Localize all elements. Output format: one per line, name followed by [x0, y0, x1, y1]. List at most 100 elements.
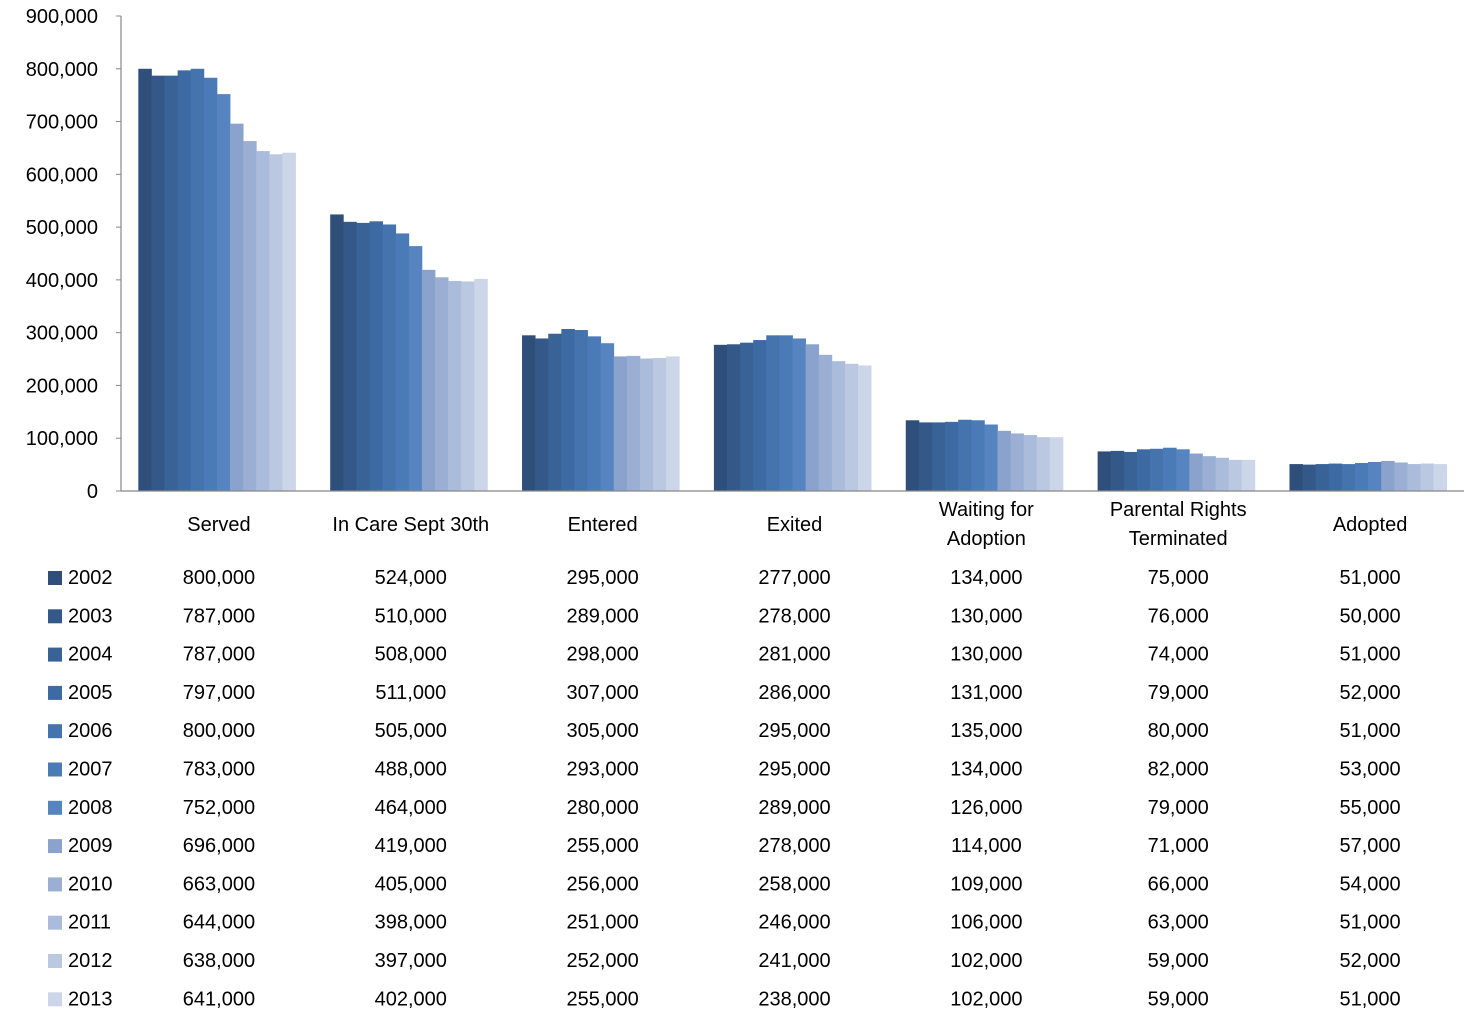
bar-2009 [997, 430, 1011, 491]
legend-label: 2011 [68, 912, 111, 934]
data-label: 278,000 [758, 835, 830, 857]
bar-2004 [1315, 464, 1330, 491]
legend-swatch [48, 647, 62, 662]
data-label: 246,000 [758, 912, 830, 934]
bar-2004 [740, 342, 754, 491]
y-tick-label: 600,000 [26, 164, 98, 186]
data-label: 293,000 [566, 759, 638, 781]
bar-2007 [1354, 463, 1369, 491]
table-row: 2007 783,000 488,000 293,000 295,000 134,000 8… [48, 759, 1401, 781]
bar-2012 [1228, 459, 1243, 491]
legend-label: 2004 [68, 644, 113, 666]
data-label: 298,000 [566, 644, 638, 666]
data-label: 305,000 [566, 720, 638, 742]
bar-2007 [971, 420, 985, 491]
bar-2009 [805, 344, 820, 491]
bar-2002 [522, 335, 536, 491]
data-label: 51,000 [1339, 988, 1400, 1010]
bar-2002 [1289, 464, 1303, 491]
bar-2005 [177, 70, 192, 492]
table-row: 2012 638,000 397,000 252,000 241,000 102,000 5… [48, 950, 1401, 972]
bar-2007 [1163, 447, 1177, 491]
data-label: 51,000 [1339, 567, 1400, 589]
bar-2011 [831, 361, 846, 491]
data-label: 402,000 [375, 988, 447, 1010]
data-label: 76,000 [1148, 605, 1209, 627]
data-label: 787,000 [183, 605, 255, 627]
x-tick-label: Exited [767, 514, 823, 536]
data-label: 52,000 [1339, 950, 1400, 972]
bar-2011 [639, 358, 654, 491]
x-tick-label-line: Terminated [1129, 528, 1228, 550]
y-tick-label: 0 [87, 481, 98, 503]
data-label: 752,000 [183, 797, 255, 819]
data-label: 57,000 [1339, 835, 1400, 857]
x-tick-label-line: Parental Rights [1110, 499, 1247, 521]
bar-2013 [282, 152, 296, 491]
table-row: 2005 797,000 511,000 307,000 286,000 131,000 7… [48, 682, 1401, 704]
data-label: 74,000 [1148, 644, 1209, 666]
data-label: 251,000 [566, 912, 638, 934]
data-label: 255,000 [566, 835, 638, 857]
data-label: 398,000 [375, 912, 447, 934]
bar-2012 [461, 281, 475, 491]
data-label: 397,000 [375, 950, 447, 972]
bar-2007 [587, 336, 602, 491]
bar-2004 [1123, 451, 1138, 491]
bar-2011 [1215, 457, 1230, 491]
bar-2005 [1136, 449, 1151, 491]
x-tick-label: Served [187, 514, 250, 536]
data-label: 79,000 [1148, 682, 1209, 704]
data-label: 295,000 [566, 567, 638, 589]
bar-2007 [779, 335, 793, 491]
bar-2006 [1150, 448, 1164, 491]
legend-label: 2008 [68, 797, 113, 819]
data-label: 508,000 [375, 644, 447, 666]
bar-2009 [1381, 460, 1395, 491]
data-label: 524,000 [375, 567, 447, 589]
bar-groups [138, 68, 1448, 492]
bar-2010 [243, 141, 257, 491]
bar-2010 [1010, 433, 1025, 491]
x-tick-label-line: In Care Sept 30th [332, 514, 489, 536]
bar-group [905, 419, 1064, 491]
data-table: 2002 800,000 524,000 295,000 277,000 134,000 7… [48, 567, 1401, 1010]
table-row: 2003 787,000 510,000 289,000 278,000 130,000 7… [48, 605, 1401, 627]
data-label: 82,000 [1148, 759, 1209, 781]
data-label: 59,000 [1148, 988, 1209, 1010]
table-row: 2004 787,000 508,000 298,000 281,000 130,000 7… [48, 644, 1401, 666]
legend-swatch [48, 954, 62, 968]
data-label: 255,000 [566, 988, 638, 1010]
legend-label: 2007 [68, 759, 113, 781]
bar-2005 [561, 328, 575, 491]
data-label: 130,000 [950, 644, 1022, 666]
data-label: 419,000 [375, 835, 447, 857]
data-label: 50,000 [1339, 605, 1400, 627]
data-label: 280,000 [566, 797, 638, 819]
data-label: 241,000 [758, 950, 830, 972]
bar-2013 [1241, 459, 1256, 491]
data-label: 295,000 [758, 759, 830, 781]
data-label: 71,000 [1148, 835, 1209, 857]
legend-swatch [48, 571, 62, 585]
data-label: 63,000 [1148, 912, 1209, 934]
bar-2008 [792, 338, 806, 491]
bar-2006 [190, 68, 205, 491]
bar-2002 [330, 214, 344, 491]
bar-2009 [230, 123, 244, 492]
bar-2006 [382, 224, 397, 491]
data-label: 106,000 [950, 912, 1022, 934]
bar-2012 [1036, 437, 1051, 491]
data-label: 663,000 [183, 873, 255, 895]
y-tick-label: 500,000 [26, 217, 98, 239]
y-tick-label: 700,000 [26, 112, 98, 134]
bar-2003 [151, 75, 165, 491]
bar-group [713, 335, 872, 491]
x-tick-label: Waiting for Adoption [939, 499, 1034, 550]
y-tick-label: 200,000 [26, 375, 98, 397]
bar-2010 [1202, 456, 1216, 491]
x-tick-label-line: Served [187, 514, 250, 536]
table-row: 2010 663,000 405,000 256,000 258,000 109,000 6… [48, 873, 1401, 895]
legend-swatch [48, 915, 62, 930]
data-label: 252,000 [566, 950, 638, 972]
